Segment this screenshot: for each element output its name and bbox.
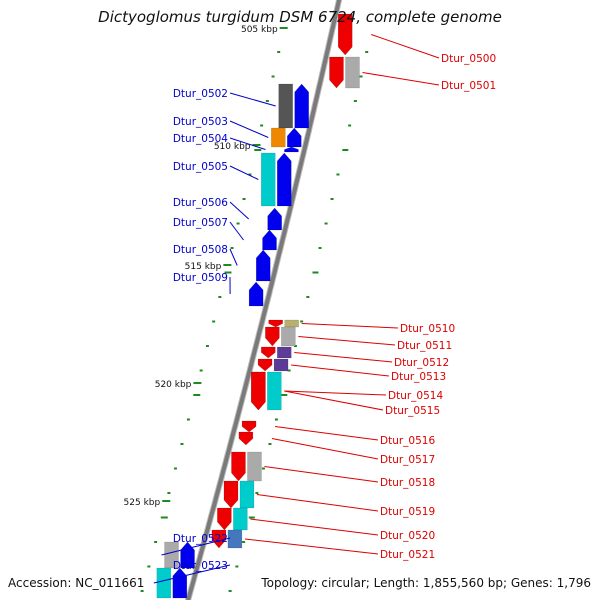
genome-summary: Topology: circular; Length: 1,855,560 bp… xyxy=(261,576,591,590)
kbp-label: 515 kbp xyxy=(185,262,222,272)
forward-gene-arrow xyxy=(262,229,277,251)
forward-label-leader xyxy=(161,537,231,556)
reverse-gene-feature xyxy=(233,507,248,531)
reverse-gene-arrow xyxy=(261,346,276,359)
forward-label-leader xyxy=(229,120,269,138)
forward-gene-arrow xyxy=(287,127,302,148)
reverse-label-leader xyxy=(271,438,379,460)
forward-label-leader xyxy=(229,248,238,266)
forward-label-leader xyxy=(229,201,250,220)
reverse-gene-feature xyxy=(267,371,282,411)
reverse-label-leader xyxy=(284,390,384,411)
reverse-gene-label: Dtur_0513 xyxy=(391,371,446,383)
forward-gene-arrow xyxy=(248,281,264,307)
forward-gene-arrow xyxy=(277,152,292,207)
reverse-gene-label: Dtur_0510 xyxy=(400,323,455,335)
reverse-gene-label: Dtur_0520 xyxy=(380,530,435,542)
reverse-label-leader xyxy=(291,364,390,377)
forward-gene-label: Dtur_0507 xyxy=(173,217,228,229)
forward-gene-feature xyxy=(278,83,293,129)
reverse-gene-arrow xyxy=(268,319,283,328)
reverse-gene-arrow xyxy=(329,56,344,89)
reverse-gene-arrow xyxy=(223,480,239,509)
kbp-label: 525 kbp xyxy=(124,498,161,508)
reverse-gene-arrow xyxy=(211,529,227,549)
reverse-label-leader xyxy=(250,518,379,536)
reverse-gene-label: Dtur_0511 xyxy=(397,340,452,352)
reverse-label-leader xyxy=(298,336,396,346)
reverse-label-leader xyxy=(371,34,440,59)
reverse-gene-label: Dtur_0521 xyxy=(380,549,435,561)
kbp-label: 510 kbp xyxy=(214,142,251,152)
forward-gene-label: Dtur_0504 xyxy=(173,133,228,145)
reverse-gene-arrow xyxy=(265,326,280,347)
reverse-gene-arrow xyxy=(217,507,232,531)
reverse-gene-label: Dtur_0518 xyxy=(380,477,435,489)
forward-gene-feature xyxy=(271,127,286,148)
reverse-gene-arrow xyxy=(231,451,246,482)
forward-gene-arrow xyxy=(172,567,188,599)
forward-gene-label: Dtur_0523 xyxy=(173,560,228,572)
forward-gene-arrow xyxy=(255,249,271,282)
reverse-label-leader xyxy=(294,352,393,363)
forward-label-leader xyxy=(153,564,231,584)
forward-label-leader xyxy=(229,137,266,150)
reverse-label-leader xyxy=(275,426,379,441)
tick-layer xyxy=(140,27,369,592)
forward-gene-feature xyxy=(261,152,276,207)
reverse-label-leader xyxy=(284,390,387,396)
reverse-gene-label: Dtur_0501 xyxy=(441,80,496,92)
backbone xyxy=(186,0,342,600)
gene-layer xyxy=(156,13,360,599)
reverse-gene-label: Dtur_0519 xyxy=(380,506,435,518)
reverse-label-leader xyxy=(264,466,379,483)
forward-gene-arrow xyxy=(180,541,195,569)
reverse-label-leader xyxy=(301,323,399,329)
reverse-gene-arrow xyxy=(251,371,266,411)
reverse-gene-feature xyxy=(239,480,255,509)
reverse-gene-label: Dtur_0500 xyxy=(441,53,496,65)
label-layer: 505 kbp 510 kbp 515 kbp 520 kbp 525 kbp Dtur_… xyxy=(124,25,496,584)
reverse-gene-arrow xyxy=(337,13,353,56)
forward-label-leader xyxy=(229,92,276,107)
forward-gene-label: Dtur_0505 xyxy=(173,161,228,173)
reverse-gene-label: Dtur_0516 xyxy=(380,435,435,447)
forward-gene-feature xyxy=(164,541,179,569)
kbp-label: 505 kbp xyxy=(241,25,278,35)
backbone-layer xyxy=(184,0,343,600)
reverse-gene-label: Dtur_0515 xyxy=(385,405,440,417)
reverse-gene-label: Dtur_0512 xyxy=(394,357,449,369)
reverse-gene-feature xyxy=(277,346,292,359)
reverse-gene-feature xyxy=(273,358,289,372)
forward-gene-label: Dtur_0522 xyxy=(173,533,228,545)
forward-gene-label: Dtur_0503 xyxy=(173,116,228,128)
forward-gene-label: Dtur_0506 xyxy=(173,197,228,209)
reverse-label-leader xyxy=(256,494,379,512)
forward-gene-feature xyxy=(156,567,172,599)
reverse-gene-feature xyxy=(247,451,262,482)
reverse-gene-feature xyxy=(281,326,296,347)
reverse-gene-arrow xyxy=(257,358,273,372)
forward-gene-arrow xyxy=(294,83,309,129)
reverse-gene-label: Dtur_0514 xyxy=(388,390,443,402)
forward-gene-label: Dtur_0509 xyxy=(173,272,228,284)
accession-label: Accession: NC_011661 xyxy=(8,576,145,590)
reverse-gene-feature xyxy=(284,319,299,328)
forward-gene-label: Dtur_0508 xyxy=(173,244,228,256)
reverse-gene-feature xyxy=(345,56,360,89)
reverse-gene-arrow xyxy=(241,420,257,433)
map-title: Dictyoglomus turgidum DSM 6724, complete… xyxy=(98,8,502,26)
forward-gene-label: Dtur_0502 xyxy=(173,88,228,100)
reverse-label-leader xyxy=(362,72,440,86)
forward-gene-arrow xyxy=(267,207,282,231)
forward-gene-arrow xyxy=(284,146,299,153)
kbp-label: 520 kbp xyxy=(155,380,192,390)
reverse-gene-feature xyxy=(227,529,243,549)
reverse-gene-arrow xyxy=(238,431,254,446)
reverse-gene-label: Dtur_0517 xyxy=(380,454,435,466)
reverse-label-leader xyxy=(244,538,379,555)
forward-label-leader xyxy=(229,221,244,241)
forward-label-leader xyxy=(229,165,259,180)
